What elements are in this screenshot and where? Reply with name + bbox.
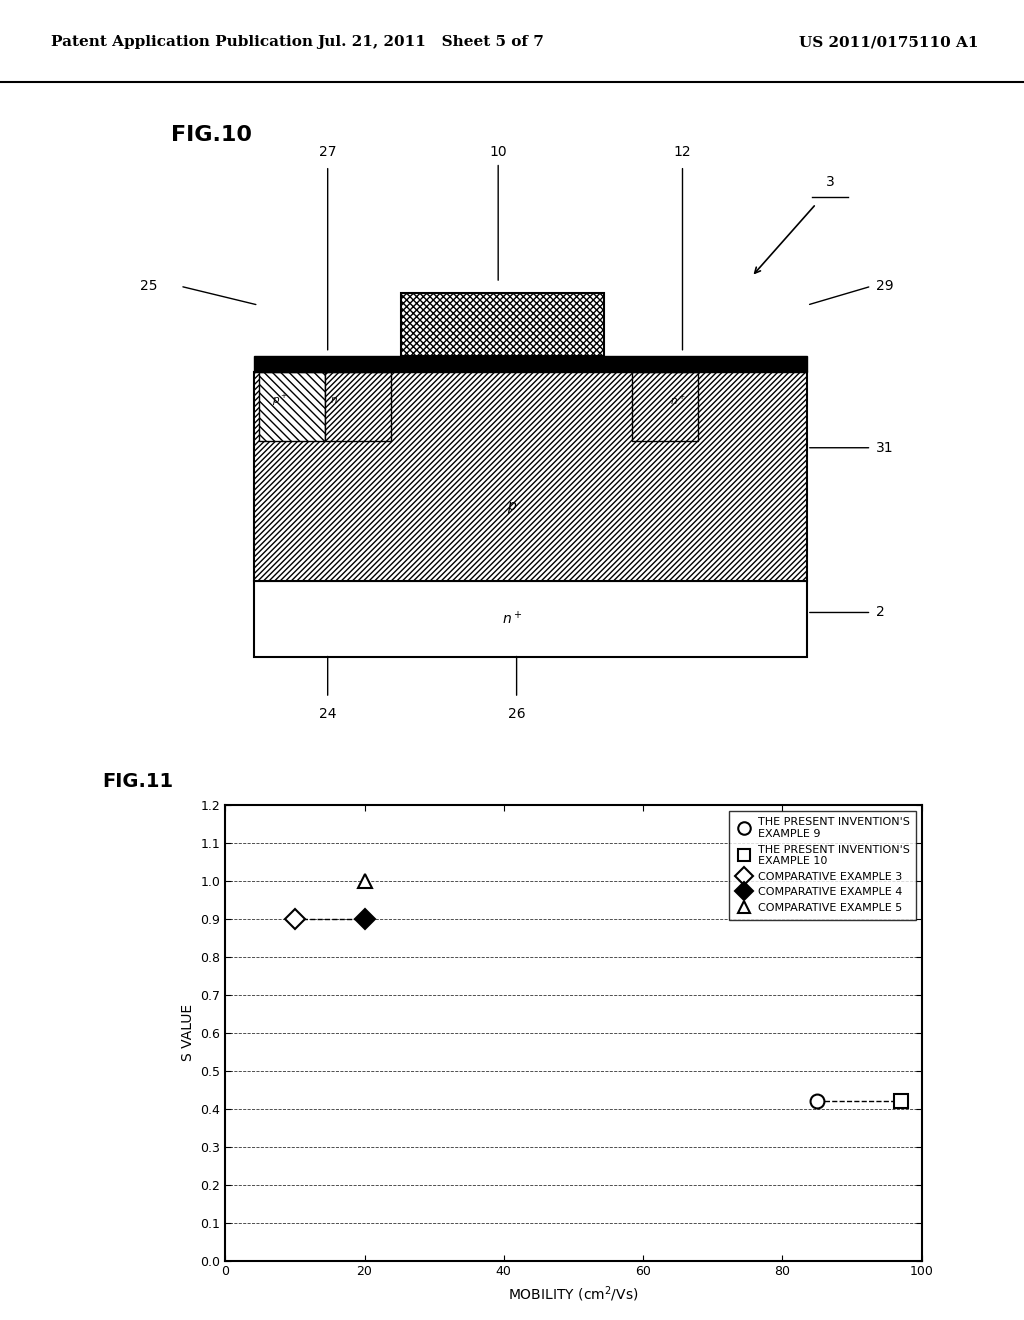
- Text: 24: 24: [318, 706, 337, 721]
- Bar: [258, 372, 325, 441]
- Bar: [258, 356, 391, 372]
- Bar: [325, 372, 391, 441]
- Text: $p^+$: $p^+$: [271, 392, 288, 408]
- Bar: [632, 356, 765, 372]
- Text: 29: 29: [877, 279, 894, 293]
- Text: US 2011/0175110 A1: US 2011/0175110 A1: [799, 36, 978, 49]
- Legend: THE PRESENT INVENTION'S
EXAMPLE 9, THE PRESENT INVENTION'S
EXAMPLE 10, COMPARATI: THE PRESENT INVENTION'S EXAMPLE 9, THE P…: [729, 810, 916, 920]
- Text: 3: 3: [825, 174, 835, 189]
- Text: Jul. 21, 2011   Sheet 5 of 7: Jul. 21, 2011 Sheet 5 of 7: [316, 36, 544, 49]
- Text: 12: 12: [674, 145, 691, 160]
- Bar: [254, 356, 807, 372]
- Text: FIG.10: FIG.10: [171, 124, 252, 145]
- Text: 31: 31: [877, 441, 894, 455]
- X-axis label: MOBILITY (cm$^2$/Vs): MOBILITY (cm$^2$/Vs): [508, 1284, 639, 1304]
- Bar: [401, 293, 604, 356]
- Text: 25: 25: [139, 279, 158, 293]
- Bar: [254, 581, 807, 657]
- Text: $n$: $n$: [330, 395, 338, 405]
- Text: Patent Application Publication: Patent Application Publication: [51, 36, 313, 49]
- Bar: [254, 372, 807, 581]
- Text: 2: 2: [877, 606, 885, 619]
- Text: 27: 27: [318, 145, 337, 160]
- Text: $n^+$: $n^+$: [670, 393, 686, 407]
- Text: FIG.11: FIG.11: [102, 772, 173, 791]
- Y-axis label: S VALUE: S VALUE: [181, 1005, 195, 1061]
- Text: $n^+$: $n^+$: [502, 610, 522, 627]
- Bar: [632, 372, 698, 441]
- Text: 10: 10: [489, 145, 507, 160]
- Text: 26: 26: [508, 706, 525, 721]
- Text: $p$: $p$: [507, 500, 517, 515]
